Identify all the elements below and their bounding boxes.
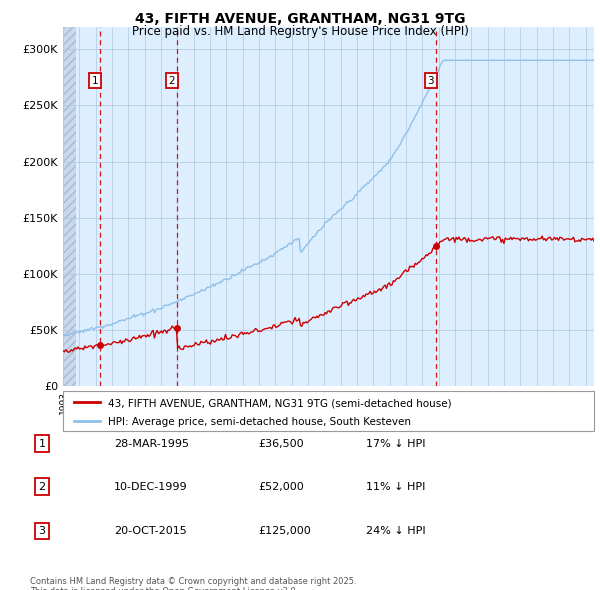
Text: 2: 2 [169,76,175,86]
Text: 3: 3 [38,526,46,536]
Text: 10-DEC-1999: 10-DEC-1999 [114,482,188,491]
Text: £125,000: £125,000 [258,526,311,536]
Text: 28-MAR-1995: 28-MAR-1995 [114,439,189,448]
Text: 1: 1 [91,76,98,86]
Text: 43, FIFTH AVENUE, GRANTHAM, NG31 9TG (semi-detached house): 43, FIFTH AVENUE, GRANTHAM, NG31 9TG (se… [108,398,452,408]
Text: £36,500: £36,500 [258,439,304,448]
Text: Price paid vs. HM Land Registry's House Price Index (HPI): Price paid vs. HM Land Registry's House … [131,25,469,38]
Text: Contains HM Land Registry data © Crown copyright and database right 2025.
This d: Contains HM Land Registry data © Crown c… [30,577,356,590]
Text: 1: 1 [38,439,46,448]
Bar [63,27,76,386]
Text: 24% ↓ HPI: 24% ↓ HPI [366,526,425,536]
Text: 20-OCT-2015: 20-OCT-2015 [114,526,187,536]
Text: £52,000: £52,000 [258,482,304,491]
Text: HPI: Average price, semi-detached house, South Kesteven: HPI: Average price, semi-detached house,… [108,417,411,427]
Text: 43, FIFTH AVENUE, GRANTHAM, NG31 9TG: 43, FIFTH AVENUE, GRANTHAM, NG31 9TG [135,12,465,27]
Text: 2: 2 [38,482,46,491]
Text: 11% ↓ HPI: 11% ↓ HPI [366,482,425,491]
Text: 17% ↓ HPI: 17% ↓ HPI [366,439,425,448]
Text: 3: 3 [427,76,434,86]
